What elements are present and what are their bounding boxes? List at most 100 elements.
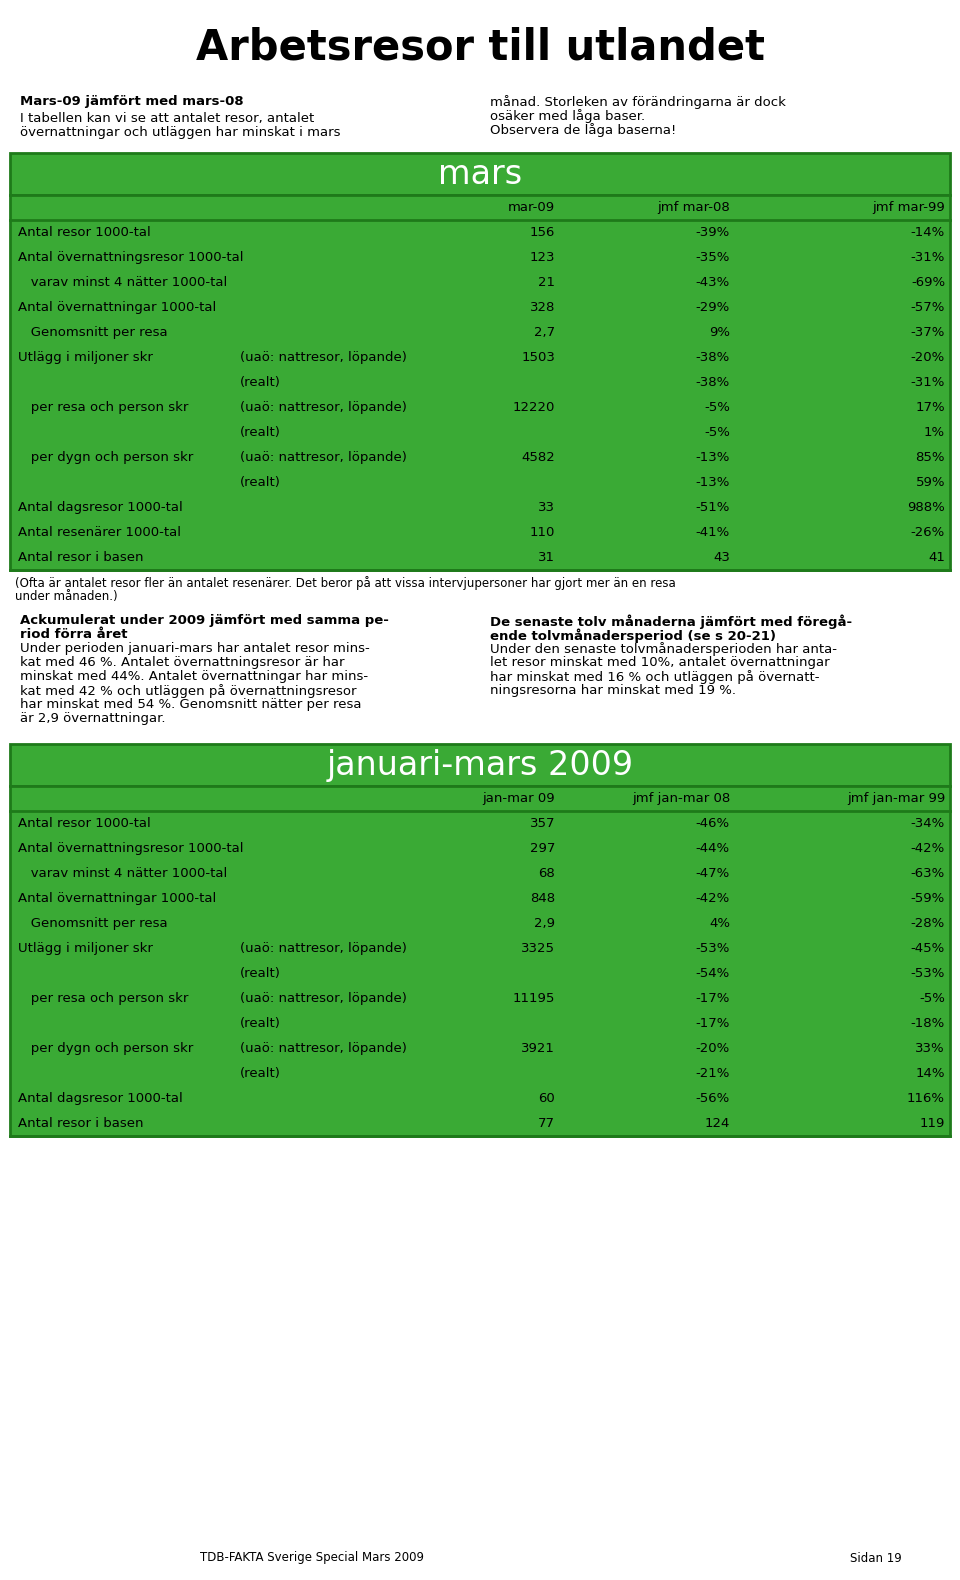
Text: TDB-FAKTA Sverige Special Mars 2009: TDB-FAKTA Sverige Special Mars 2009 bbox=[200, 1552, 424, 1564]
Text: minskat med 44%. Antalet övernattningar har mins-: minskat med 44%. Antalet övernattningar … bbox=[20, 670, 368, 683]
Text: 124: 124 bbox=[705, 1117, 730, 1130]
Text: ende tolvmånadersperiod (se s 20-21): ende tolvmånadersperiod (se s 20-21) bbox=[490, 627, 776, 643]
Text: I tabellen kan vi se att antalet resor, antalet: I tabellen kan vi se att antalet resor, … bbox=[20, 112, 314, 125]
Text: (realt): (realt) bbox=[240, 376, 281, 389]
Text: Genomsnitt per resa: Genomsnitt per resa bbox=[18, 325, 168, 340]
Text: -34%: -34% bbox=[911, 817, 945, 830]
Text: -35%: -35% bbox=[696, 251, 730, 264]
Text: Genomsnitt per resa: Genomsnitt per resa bbox=[18, 916, 168, 931]
Text: Antal dagsresor 1000-tal: Antal dagsresor 1000-tal bbox=[18, 501, 182, 514]
Text: -21%: -21% bbox=[696, 1066, 730, 1081]
Text: (realt): (realt) bbox=[240, 476, 281, 488]
Text: 357: 357 bbox=[530, 817, 555, 830]
Text: (uaö: nattresor, löpande): (uaö: nattresor, löpande) bbox=[240, 401, 407, 414]
Text: Antal övernattningsresor 1000-tal: Antal övernattningsresor 1000-tal bbox=[18, 251, 244, 264]
Text: (realt): (realt) bbox=[240, 1018, 281, 1030]
Text: (realt): (realt) bbox=[240, 967, 281, 980]
Text: -31%: -31% bbox=[911, 376, 945, 389]
Text: 3921: 3921 bbox=[521, 1041, 555, 1055]
Text: Antal dagsresor 1000-tal: Antal dagsresor 1000-tal bbox=[18, 1092, 182, 1104]
Text: (uaö: nattresor, löpande): (uaö: nattresor, löpande) bbox=[240, 450, 407, 465]
Text: (Ofta är antalet resor fler än antalet resenärer. Det beror på att vissa intervj: (Ofta är antalet resor fler än antalet r… bbox=[15, 577, 676, 589]
Text: -37%: -37% bbox=[911, 325, 945, 340]
Text: -18%: -18% bbox=[911, 1018, 945, 1030]
Bar bbox=[10, 194, 950, 570]
Text: (realt): (realt) bbox=[240, 427, 281, 439]
Text: under månaden.): under månaden.) bbox=[15, 589, 118, 604]
Text: -57%: -57% bbox=[911, 302, 945, 314]
Bar bbox=[10, 785, 950, 1136]
Text: 4%: 4% bbox=[709, 916, 730, 931]
Text: -39%: -39% bbox=[696, 226, 730, 239]
Text: jmf mar-08: jmf mar-08 bbox=[658, 201, 730, 213]
Text: Antal övernattningar 1000-tal: Antal övernattningar 1000-tal bbox=[18, 893, 216, 905]
Text: 9%: 9% bbox=[709, 325, 730, 340]
Text: -69%: -69% bbox=[911, 276, 945, 289]
Text: 988%: 988% bbox=[907, 501, 945, 514]
Text: -13%: -13% bbox=[696, 450, 730, 465]
Text: -45%: -45% bbox=[911, 942, 945, 954]
Text: 123: 123 bbox=[530, 251, 555, 264]
Text: 43: 43 bbox=[713, 551, 730, 564]
Text: -41%: -41% bbox=[696, 526, 730, 539]
Text: jan-mar 09: jan-mar 09 bbox=[482, 792, 555, 804]
Text: Arbetsresor till utlandet: Arbetsresor till utlandet bbox=[196, 27, 764, 70]
Text: Antal resor 1000-tal: Antal resor 1000-tal bbox=[18, 226, 151, 239]
Text: -54%: -54% bbox=[696, 967, 730, 980]
Text: -46%: -46% bbox=[696, 817, 730, 830]
Text: 12220: 12220 bbox=[513, 401, 555, 414]
Text: riod förra året: riod förra året bbox=[20, 627, 128, 641]
Text: -5%: -5% bbox=[704, 401, 730, 414]
Text: -47%: -47% bbox=[696, 867, 730, 880]
Text: 33%: 33% bbox=[916, 1041, 945, 1055]
Text: jmf jan-mar 08: jmf jan-mar 08 bbox=[632, 792, 730, 804]
Text: -5%: -5% bbox=[919, 992, 945, 1005]
Text: -17%: -17% bbox=[696, 992, 730, 1005]
Text: Antal resor i basen: Antal resor i basen bbox=[18, 1117, 143, 1130]
Text: per resa och person skr: per resa och person skr bbox=[18, 401, 188, 414]
Text: (uaö: nattresor, löpande): (uaö: nattresor, löpande) bbox=[240, 351, 407, 363]
Text: -28%: -28% bbox=[911, 916, 945, 931]
Text: 14%: 14% bbox=[916, 1066, 945, 1081]
Text: -51%: -51% bbox=[696, 501, 730, 514]
Text: kat med 46 %. Antalet övernattningsresor är har: kat med 46 %. Antalet övernattningsresor… bbox=[20, 656, 345, 668]
Text: 21: 21 bbox=[538, 276, 555, 289]
Text: -31%: -31% bbox=[911, 251, 945, 264]
Text: Under den senaste tolvmånadersperioden har anta-: Under den senaste tolvmånadersperioden h… bbox=[490, 641, 837, 656]
Text: januari-mars 2009: januari-mars 2009 bbox=[326, 749, 634, 782]
Text: -13%: -13% bbox=[696, 476, 730, 488]
Text: Mars-09 jämfört med mars-08: Mars-09 jämfört med mars-08 bbox=[20, 95, 244, 107]
Text: -59%: -59% bbox=[911, 893, 945, 905]
Text: 60: 60 bbox=[539, 1092, 555, 1104]
Text: -20%: -20% bbox=[696, 1041, 730, 1055]
Text: let resor minskat med 10%, antalet övernattningar: let resor minskat med 10%, antalet övern… bbox=[490, 656, 829, 668]
Text: 1%: 1% bbox=[924, 427, 945, 439]
Bar bbox=[10, 153, 950, 194]
Text: Utlägg i miljoner skr: Utlägg i miljoner skr bbox=[18, 351, 153, 363]
Text: har minskat med 54 %. Genomsnitt nätter per resa: har minskat med 54 %. Genomsnitt nätter … bbox=[20, 698, 362, 711]
Text: 1503: 1503 bbox=[521, 351, 555, 363]
Text: Antal övernattningsresor 1000-tal: Antal övernattningsresor 1000-tal bbox=[18, 842, 244, 855]
Text: -53%: -53% bbox=[696, 942, 730, 954]
Text: kat med 42 % och utläggen på övernattningsresor: kat med 42 % och utläggen på övernattnin… bbox=[20, 684, 356, 698]
Text: -20%: -20% bbox=[911, 351, 945, 363]
Text: -42%: -42% bbox=[911, 842, 945, 855]
Text: ningsresorna har minskat med 19 %.: ningsresorna har minskat med 19 %. bbox=[490, 684, 736, 697]
Text: -38%: -38% bbox=[696, 351, 730, 363]
Text: 41: 41 bbox=[928, 551, 945, 564]
Text: övernattningar och utläggen har minskat i mars: övernattningar och utläggen har minskat … bbox=[20, 126, 341, 139]
Text: -44%: -44% bbox=[696, 842, 730, 855]
Text: Antal resor i basen: Antal resor i basen bbox=[18, 551, 143, 564]
Text: är 2,9 övernattningar.: är 2,9 övernattningar. bbox=[20, 713, 165, 725]
Text: -53%: -53% bbox=[911, 967, 945, 980]
Bar bbox=[10, 744, 950, 785]
Text: 31: 31 bbox=[538, 551, 555, 564]
Text: per dygn och person skr: per dygn och person skr bbox=[18, 450, 193, 465]
Text: -56%: -56% bbox=[696, 1092, 730, 1104]
Text: osäker med låga baser.: osäker med låga baser. bbox=[490, 109, 645, 123]
Text: -42%: -42% bbox=[696, 893, 730, 905]
Text: 2,7: 2,7 bbox=[534, 325, 555, 340]
Text: (uaö: nattresor, löpande): (uaö: nattresor, löpande) bbox=[240, 942, 407, 954]
Text: Antal övernattningar 1000-tal: Antal övernattningar 1000-tal bbox=[18, 302, 216, 314]
Text: -38%: -38% bbox=[696, 376, 730, 389]
